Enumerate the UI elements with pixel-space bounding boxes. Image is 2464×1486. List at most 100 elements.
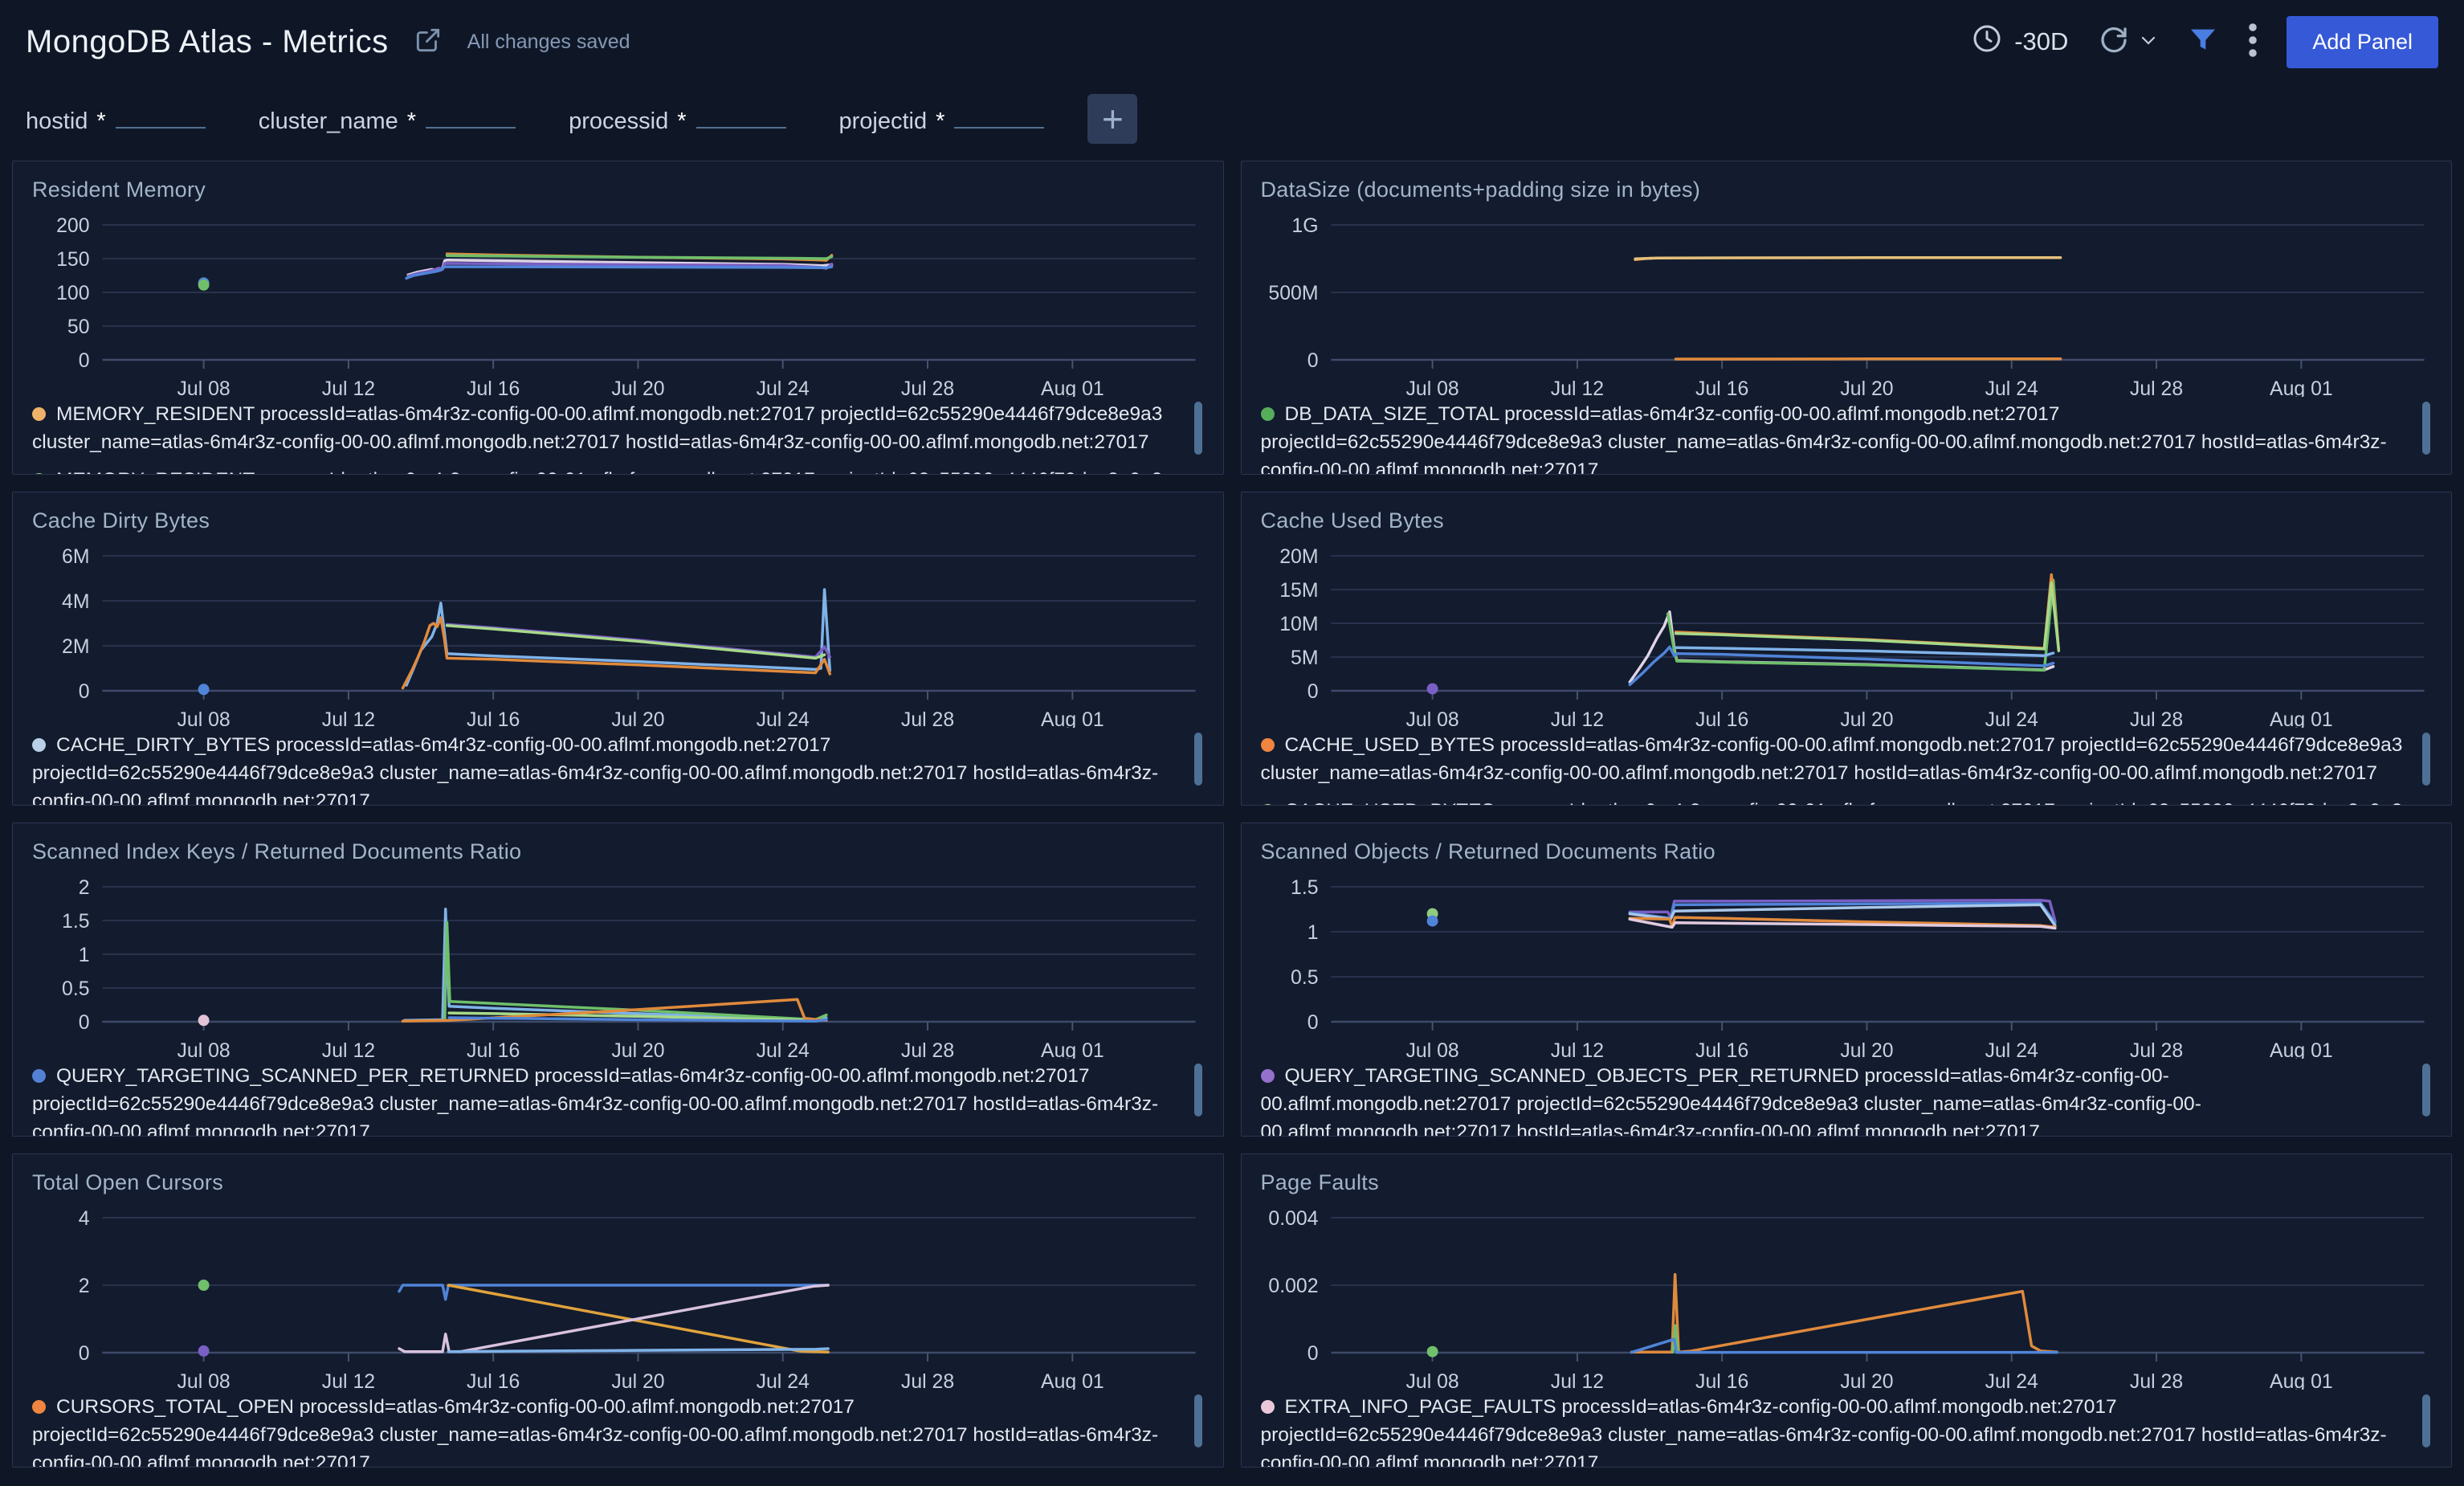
svg-text:Jul 12: Jul 12 — [1550, 708, 1603, 728]
svg-text:Jul 20: Jul 20 — [611, 708, 664, 728]
legend-item[interactable]: MEMORY_RESIDENT processId=atlas-6m4r3z-c… — [32, 400, 1178, 456]
filter-processid: processid * — [569, 103, 786, 135]
legend-label: CACHE_USED_BYTES processId=atlas-6m4r3z-… — [1261, 800, 2403, 805]
svg-text:Jul 20: Jul 20 — [611, 1039, 664, 1059]
svg-text:50: 50 — [67, 316, 90, 338]
legend-scrollbar[interactable] — [1193, 1394, 1202, 1447]
legend-item[interactable]: CACHE_DIRTY_BYTES processId=atlas-6m4r3z… — [32, 731, 1178, 805]
panel-title: Resident Memory — [32, 178, 206, 202]
svg-text:Jul 12: Jul 12 — [322, 1370, 375, 1390]
panel-total-open-cursors: Total Open Cursors 0 2 4 Jul 08 Jul 12 Jul 16… — [12, 1153, 1224, 1468]
svg-text:Jul 08: Jul 08 — [177, 378, 230, 397]
svg-text:Jul 08: Jul 08 — [1405, 378, 1458, 397]
svg-text:Aug 01: Aug 01 — [2270, 708, 2333, 728]
svg-text:Jul 28: Jul 28 — [2129, 1039, 2182, 1059]
svg-text:0.002: 0.002 — [1268, 1275, 1318, 1297]
metric-chart[interactable]: 0 2M 4M 6M Jul 08 Jul 12 Jul 16 Jul 20 Jul 24 Jul… — [32, 541, 1204, 728]
legend-label: CACHE_USED_BYTES processId=atlas-6m4r3z-… — [1260, 734, 2403, 784]
filter-input-cluster-name[interactable] — [426, 103, 516, 129]
metric-chart[interactable]: 0 0.002 0.004 Jul 08 Jul 12 Jul 16 Jul 20 Jul 2… — [1261, 1203, 2433, 1390]
chevron-down-icon — [2139, 31, 2158, 54]
svg-text:10M: 10M — [1279, 613, 1318, 635]
filter-hostid: hostid * — [26, 103, 206, 135]
metric-chart[interactable]: 0 5M 10M 15M 20M Jul 08 Jul 12 Jul 16 Jul 20 Jul … — [1261, 541, 2433, 728]
filter-cluster-name: cluster_name * — [259, 103, 516, 135]
svg-text:Jul 16: Jul 16 — [1695, 1039, 1748, 1059]
panel-resident-memory: Resident Memory 0 50 100 150 200 Jul 08 Jul 12… — [12, 161, 1224, 475]
time-range-picker[interactable]: -30D — [1971, 22, 2068, 61]
legend-scrollbar[interactable] — [1193, 733, 1202, 786]
panel-title: Scanned Objects / Returned Documents Rat… — [1260, 839, 1715, 863]
legend-item[interactable]: CACHE_USED_BYTES processId=atlas-6m4r3z-… — [1260, 731, 2407, 787]
page-title: MongoDB Atlas - Metrics — [26, 23, 389, 59]
share-icon[interactable] — [413, 25, 443, 59]
legend-item[interactable]: QUERY_TARGETING_SCANNED_OBJECTS_PER_RETU… — [1260, 1062, 2407, 1136]
svg-text:Aug 01: Aug 01 — [2270, 1039, 2333, 1059]
svg-text:Jul 16: Jul 16 — [1695, 708, 1748, 728]
filter-required-star: * — [936, 108, 945, 134]
header-right: -30D Add Panel — [1971, 15, 2438, 68]
svg-text:0.004: 0.004 — [1268, 1207, 1318, 1230]
legend-item[interactable]: MEMORY_RESIDENT processId=atlas-6m4r3z-c… — [32, 466, 1178, 474]
filter-input-processid[interactable] — [696, 103, 786, 129]
svg-text:0: 0 — [1307, 1011, 1318, 1034]
svg-text:1.5: 1.5 — [1291, 876, 1319, 899]
svg-text:0.5: 0.5 — [62, 978, 90, 1000]
legend-label: QUERY_TARGETING_SCANNED_PER_RETURNED pro… — [32, 1065, 1159, 1137]
svg-text:Jul 24: Jul 24 — [757, 1039, 810, 1059]
legend-item[interactable]: CACHE_USED_BYTES processId=atlas-6m4r3z-… — [1260, 797, 2407, 805]
filter-bar: hostid * cluster_name * processid * project… — [0, 84, 2464, 154]
legend-item[interactable]: DB_DATA_SIZE_TOTAL processId=atlas-6m4r3… — [1260, 400, 2407, 474]
legend-scrollbar[interactable] — [1193, 1063, 1202, 1117]
filter-label: hostid — [26, 108, 88, 134]
svg-text:Jul 08: Jul 08 — [1405, 708, 1458, 728]
refresh-button[interactable] — [2097, 23, 2158, 61]
panel-legend: CURSORS_TOTAL_OPEN processId=atlas-6m4r3… — [32, 1393, 1204, 1467]
svg-text:0: 0 — [1307, 680, 1318, 703]
add-panel-button[interactable]: Add Panel — [2287, 15, 2438, 68]
svg-text:Jul 24: Jul 24 — [757, 708, 810, 728]
svg-text:Jul 28: Jul 28 — [2129, 1370, 2182, 1390]
metric-chart[interactable]: 0 2 4 Jul 08 Jul 12 Jul 16 Jul 20 Jul 24 Jul 28 A… — [32, 1203, 1204, 1390]
panel-cache-dirty-bytes: Cache Dirty Bytes 0 2M 4M 6M Jul 08 Jul 12 Jul… — [12, 492, 1224, 806]
svg-text:Jul 28: Jul 28 — [901, 1039, 954, 1059]
svg-text:Jul 08: Jul 08 — [177, 708, 230, 728]
metric-chart[interactable]: 0 500M 1G Jul 08 Jul 12 Jul 16 Jul 20 Jul 24 Jul… — [1261, 210, 2433, 397]
svg-text:2: 2 — [79, 1275, 90, 1297]
svg-text:Jul 20: Jul 20 — [1840, 1039, 1893, 1059]
panel-scanned-objects-returned-documents-ratio: Scanned Objects / Returned Documents Rat… — [1240, 823, 2452, 1137]
panel-title: DataSize (documents+padding size in byte… — [1260, 178, 1701, 202]
svg-text:Jul 12: Jul 12 — [322, 708, 375, 728]
svg-text:0: 0 — [79, 349, 90, 372]
legend-color-dot — [1260, 407, 1275, 421]
legend-scrollbar[interactable] — [2422, 1063, 2430, 1117]
panel-legend: DB_DATA_SIZE_TOTAL processId=atlas-6m4r3… — [1260, 400, 2433, 474]
legend-scrollbar[interactable] — [2422, 402, 2430, 455]
svg-text:Jul 16: Jul 16 — [1695, 1370, 1748, 1390]
legend-item[interactable]: EXTRA_INFO_PAGE_FAULTS processId=atlas-6… — [1260, 1393, 2407, 1468]
metric-chart[interactable]: 0 0.5 1 1.5 Jul 08 Jul 12 Jul 16 Jul 20 Jul 24 Ju… — [1261, 872, 2433, 1059]
filter-icon[interactable] — [2187, 24, 2219, 60]
legend-scrollbar[interactable] — [2422, 733, 2430, 786]
filter-input-hostid[interactable] — [115, 103, 206, 129]
svg-text:Jul 16: Jul 16 — [467, 708, 520, 728]
filter-projectid: projectid * — [839, 103, 1045, 135]
svg-text:20M: 20M — [1279, 545, 1318, 568]
add-filter-button[interactable]: + — [1087, 94, 1138, 144]
metric-chart[interactable]: 0 0.5 1 1.5 2 Jul 08 Jul 12 Jul 16 Jul 20 Jul 24 J… — [32, 872, 1204, 1059]
filter-required-star: * — [677, 108, 687, 134]
svg-text:Jul 28: Jul 28 — [2129, 708, 2182, 728]
legend-item[interactable]: CURSORS_TOTAL_OPEN processId=atlas-6m4r3… — [32, 1393, 1178, 1467]
svg-text:Jul 28: Jul 28 — [901, 378, 954, 397]
legend-scrollbar[interactable] — [1193, 402, 1202, 455]
legend-item[interactable]: QUERY_TARGETING_SCANNED_PER_RETURNED pro… — [32, 1062, 1178, 1137]
svg-text:Jul 20: Jul 20 — [611, 1370, 664, 1390]
legend-scrollbar[interactable] — [2422, 1394, 2430, 1447]
svg-text:Jul 24: Jul 24 — [1985, 1039, 2038, 1059]
metric-chart[interactable]: 0 50 100 150 200 Jul 08 Jul 12 Jul 16 Jul 20 Jul … — [32, 210, 1204, 397]
kebab-menu-icon[interactable] — [2248, 22, 2258, 62]
panel-legend: CACHE_USED_BYTES processId=atlas-6m4r3z-… — [1260, 731, 2433, 805]
legend-label: EXTRA_INFO_PAGE_FAULTS processId=atlas-6… — [1260, 1396, 2387, 1468]
filter-input-projectid[interactable] — [954, 103, 1045, 129]
